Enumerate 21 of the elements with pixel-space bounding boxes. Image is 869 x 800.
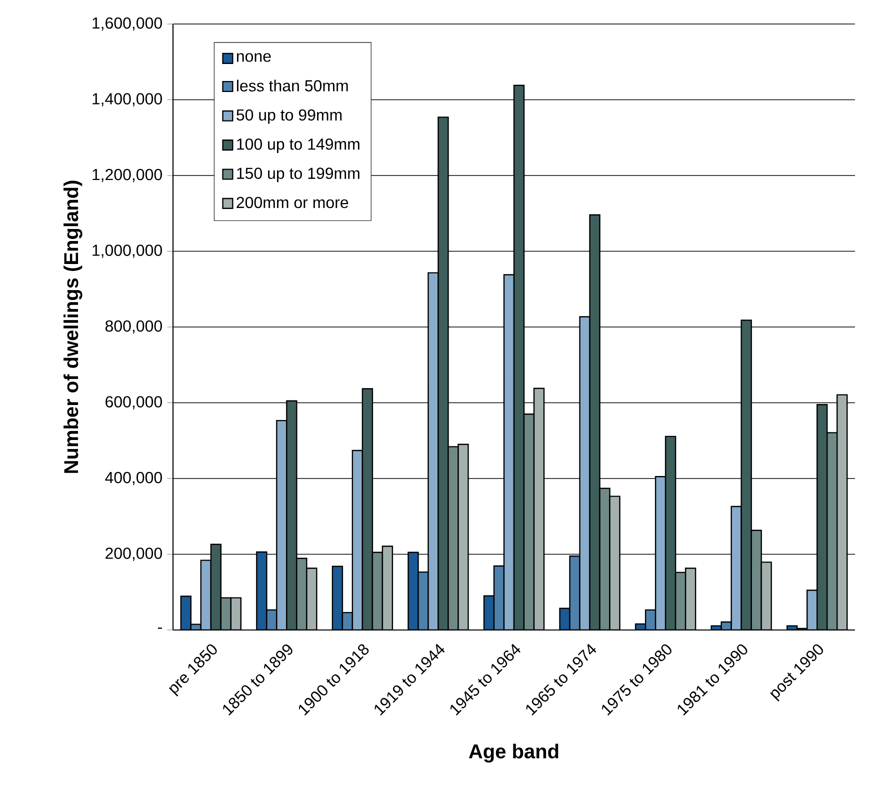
- legend-label: 150 up to 199mm: [237, 168, 360, 182]
- y-tick-label: 800,000: [105, 320, 162, 334]
- bar: [523, 414, 535, 630]
- legend-label: 200mm or more: [236, 196, 348, 208]
- y-tick-label: 1,200,000: [92, 168, 162, 182]
- legend-label: 100 up to 149mm: [237, 138, 360, 153]
- y-tick-label: 1,400,000: [92, 93, 162, 106]
- y-tick-label: 1,600,000: [92, 17, 162, 31]
- bar: [533, 388, 545, 630]
- legend-label: none: [236, 53, 271, 62]
- y-tick-label: 400,000: [105, 472, 162, 486]
- bar: [503, 274, 515, 630]
- y-tick-label: 1,000,000: [92, 244, 162, 258]
- y-tick-label: 600,000: [106, 396, 162, 410]
- legend-label: less than 50mm: [237, 80, 348, 92]
- legend-label: 50 up to 99mm: [236, 109, 342, 124]
- y-tick-label: 200,000: [106, 548, 162, 561]
- x-axis-title: Age band: [468, 744, 558, 762]
- y-axis-title: Number of dwellings (England): [64, 180, 82, 473]
- bar: [836, 394, 848, 630]
- y-tick-label: -: [158, 628, 162, 629]
